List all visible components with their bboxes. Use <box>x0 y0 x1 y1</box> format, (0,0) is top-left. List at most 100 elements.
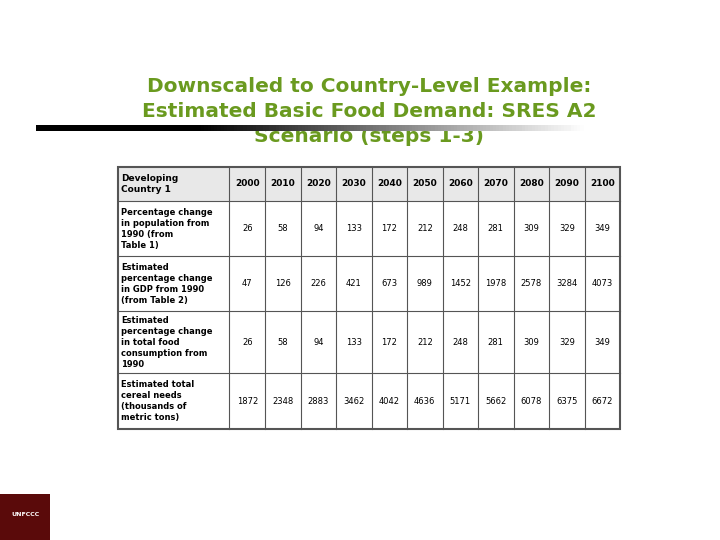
Text: 6078: 6078 <box>521 396 542 406</box>
Text: 133: 133 <box>346 224 361 233</box>
Text: 673: 673 <box>381 279 397 288</box>
Bar <box>265 312 300 374</box>
Text: 2040: 2040 <box>377 179 402 188</box>
Text: 2020: 2020 <box>306 179 330 188</box>
Bar <box>407 167 443 201</box>
Text: Downscaled to Country-Level Example:: Downscaled to Country-Level Example: <box>147 77 591 96</box>
Text: 172: 172 <box>382 224 397 233</box>
Bar <box>300 256 336 312</box>
Bar <box>336 201 372 256</box>
Bar <box>585 374 620 429</box>
Bar <box>300 312 336 374</box>
Text: 1452: 1452 <box>450 279 471 288</box>
Bar <box>265 201 300 256</box>
Bar <box>300 374 336 429</box>
Text: 2030: 2030 <box>341 179 366 188</box>
Bar <box>513 312 549 374</box>
Bar <box>407 256 443 312</box>
Text: Percentage change
in population from
1990 (from
Table 1): Percentage change in population from 199… <box>121 207 213 250</box>
Bar <box>372 201 407 256</box>
Bar <box>549 256 585 312</box>
Bar <box>549 374 585 429</box>
Text: 6672: 6672 <box>592 396 613 406</box>
Text: 2080: 2080 <box>519 179 544 188</box>
Text: 47: 47 <box>242 279 253 288</box>
Text: 329: 329 <box>559 338 575 347</box>
Bar <box>230 167 265 201</box>
Bar <box>549 201 585 256</box>
Text: UNITED NATIONS FRAMEWORK CONVENTION ON CLIMATE CHANGE: UNITED NATIONS FRAMEWORK CONVENTION ON C… <box>212 512 551 522</box>
Bar <box>336 256 372 312</box>
Text: 4636: 4636 <box>414 396 436 406</box>
Text: UNFCCC: UNFCCC <box>11 512 40 517</box>
Text: 2100: 2100 <box>590 179 615 188</box>
Bar <box>265 256 300 312</box>
Text: Estimated
percentage change
in GDP from 1990
(from Table 2): Estimated percentage change in GDP from … <box>121 263 212 305</box>
Bar <box>372 312 407 374</box>
Bar <box>372 374 407 429</box>
Text: 172: 172 <box>382 338 397 347</box>
Bar <box>407 201 443 256</box>
Bar <box>443 256 478 312</box>
Text: 309: 309 <box>523 338 539 347</box>
Text: 2578: 2578 <box>521 279 542 288</box>
Bar <box>300 167 336 201</box>
Text: 6375: 6375 <box>556 396 577 406</box>
Bar <box>585 312 620 374</box>
Text: 1978: 1978 <box>485 279 506 288</box>
Bar <box>372 167 407 201</box>
Text: 309: 309 <box>523 224 539 233</box>
Text: 212: 212 <box>417 338 433 347</box>
Bar <box>230 374 265 429</box>
Text: Estimated Basic Food Demand: SRES A2: Estimated Basic Food Demand: SRES A2 <box>142 102 596 121</box>
Bar <box>478 201 513 256</box>
Bar <box>407 312 443 374</box>
Bar <box>443 312 478 374</box>
Bar <box>585 201 620 256</box>
Text: 1872: 1872 <box>237 396 258 406</box>
Text: 4042: 4042 <box>379 396 400 406</box>
Bar <box>265 167 300 201</box>
Text: 2010: 2010 <box>271 179 295 188</box>
Bar <box>0 494 50 540</box>
Bar <box>407 374 443 429</box>
Bar <box>443 374 478 429</box>
Bar <box>585 167 620 201</box>
Bar <box>336 167 372 201</box>
Bar <box>230 201 265 256</box>
Bar <box>300 201 336 256</box>
Text: 226: 226 <box>310 279 326 288</box>
Text: 212: 212 <box>417 224 433 233</box>
Text: 42: 42 <box>688 512 702 522</box>
Bar <box>513 201 549 256</box>
Text: 94: 94 <box>313 224 323 233</box>
Text: 349: 349 <box>595 338 611 347</box>
Text: 133: 133 <box>346 338 361 347</box>
Bar <box>265 374 300 429</box>
Text: 2883: 2883 <box>307 396 329 406</box>
Text: 94: 94 <box>313 338 323 347</box>
Text: 2000: 2000 <box>235 179 260 188</box>
Bar <box>513 167 549 201</box>
Text: Estimated total
cereal needs
(thousands of
metric tons): Estimated total cereal needs (thousands … <box>121 380 194 422</box>
Text: 421: 421 <box>346 279 361 288</box>
Bar <box>478 312 513 374</box>
Text: 58: 58 <box>277 224 288 233</box>
Text: 3284: 3284 <box>557 279 577 288</box>
Text: 2090: 2090 <box>554 179 580 188</box>
Bar <box>336 374 372 429</box>
Bar <box>118 167 230 201</box>
Text: 58: 58 <box>277 338 288 347</box>
Text: 4073: 4073 <box>592 279 613 288</box>
Bar <box>549 167 585 201</box>
Text: 26: 26 <box>242 338 253 347</box>
Text: 281: 281 <box>488 224 504 233</box>
Bar <box>478 374 513 429</box>
Bar <box>513 374 549 429</box>
Text: 5662: 5662 <box>485 396 506 406</box>
Text: Developing
Country 1: Developing Country 1 <box>121 174 179 194</box>
Text: 26: 26 <box>242 224 253 233</box>
Text: 2348: 2348 <box>272 396 293 406</box>
Text: 248: 248 <box>452 338 468 347</box>
Bar <box>230 312 265 374</box>
